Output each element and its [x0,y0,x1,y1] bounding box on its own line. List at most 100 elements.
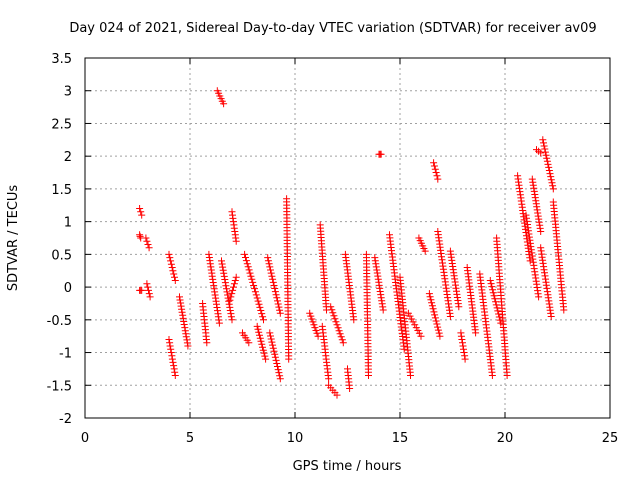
data-point [260,316,267,324]
data-point [250,282,258,289]
data-point [143,237,151,245]
x-tick-label: 5 [186,431,194,446]
data-point [144,241,152,248]
data-point [254,297,262,305]
y-tick-label: -1 [59,347,72,362]
data-point [247,272,255,280]
data-point [433,172,441,180]
data-point [540,139,547,147]
data-point [275,303,283,311]
y-tick-label: 3 [64,85,72,100]
data-point [427,296,435,304]
data-point [535,293,543,301]
data-point [258,340,266,348]
y-tick-label: 1 [64,216,72,231]
data-point [171,368,179,376]
data-point [274,363,281,370]
data-point [268,272,276,280]
data-point [269,278,277,286]
data-point [270,282,278,289]
chart-title: Day 024 of 2021, Sidereal Day-to-day VTE… [69,21,596,36]
data-point [146,293,154,301]
data-point [328,306,336,314]
data-point [243,260,251,268]
data-point [228,316,236,324]
data-point [285,355,293,363]
data-point [145,244,153,252]
data-point [257,307,265,314]
data-point [170,270,178,278]
data-point [267,269,275,277]
data-point [171,372,179,379]
data-point [313,329,321,337]
data-point [271,285,279,292]
data-point [260,349,268,357]
x-tick-label: 15 [392,431,409,446]
data-point [245,266,253,274]
data-point [255,328,263,336]
data-point [168,355,176,363]
data-point [169,358,177,366]
data-points [136,87,568,399]
data-point [489,286,497,294]
data-point [333,391,341,399]
data-point [430,162,438,170]
data-point [253,322,261,330]
data-point [434,175,442,183]
data-point [170,362,178,370]
data-point [262,355,270,363]
data-point [543,154,551,162]
data-point [539,136,547,144]
data-point [229,286,237,294]
data-point [251,285,258,293]
data-point [276,372,284,380]
data-point [432,317,440,325]
data-point [431,311,439,319]
data-point [269,344,277,352]
data-point [138,211,146,219]
data-point [167,345,175,353]
data-point [253,294,261,302]
data-point [495,310,503,318]
data-point [268,338,276,346]
data-point [491,295,499,303]
data-point [167,260,175,268]
data-point [169,267,177,275]
data-point [259,343,266,351]
data-point [215,319,223,327]
data-point [145,290,153,298]
data-point [136,232,144,240]
x-tick-label: 10 [287,431,304,446]
data-point [547,313,555,320]
data-point [220,100,228,108]
data-point [425,290,433,298]
x-tick-label: 20 [497,431,514,446]
data-point [487,280,495,288]
data-point [269,341,277,349]
data-point [245,339,253,347]
data-point [408,315,416,323]
data-point [166,342,174,350]
data-point [308,315,316,323]
data-point [165,336,173,343]
data-point [225,300,233,308]
data-point [494,307,502,315]
data-point [251,288,259,296]
data-point [379,306,387,314]
data-point [428,302,436,310]
data-point [421,247,429,255]
data-point [256,331,263,339]
y-tick-label: 0 [64,281,72,296]
data-point [143,280,151,288]
data-point [433,320,441,328]
data-point [490,292,498,300]
data-point [489,289,497,297]
data-point [549,182,557,190]
data-point [220,269,228,277]
data-point [264,257,272,265]
data-point [428,299,436,307]
data-point [544,160,552,168]
y-tick-label: 2 [64,150,72,165]
data-point [429,305,437,313]
